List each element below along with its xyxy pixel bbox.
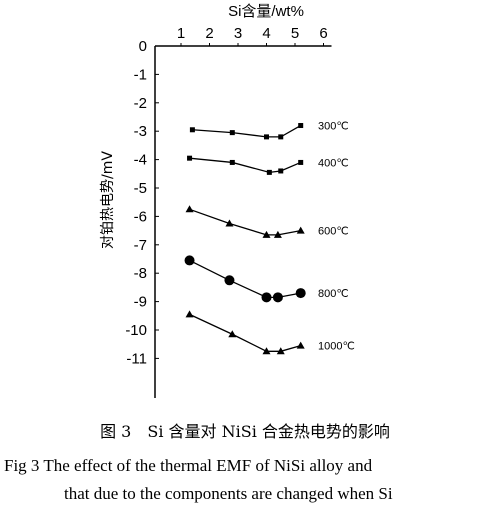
data-point-square (278, 168, 284, 174)
y-tick-labels: 0 -1 -2 -3 -4 -5 -6 -7 -8 -9 -10 -11 (125, 38, 159, 367)
x-tick-label: 4 (262, 25, 270, 42)
data-point-square (187, 155, 193, 161)
data-point-square (278, 134, 284, 140)
x-tick-label: 6 (319, 25, 327, 42)
x-tick-label: 5 (291, 25, 299, 42)
data-point-square (229, 130, 235, 136)
series-4: 800℃ (184, 255, 349, 303)
data-point-triangle (276, 347, 285, 355)
x-tick-label: 1 (177, 25, 185, 42)
y-tick-label: -3 (134, 123, 147, 140)
x-tick-labels: 1 2 3 4 5 6 (177, 25, 328, 46)
data-point-square (229, 159, 235, 165)
data-point-triangle (185, 310, 194, 318)
y-tick-label: -10 (125, 322, 147, 339)
y-tick-label: 0 (139, 38, 147, 55)
series-line (192, 124, 302, 138)
data-point-circle (295, 288, 306, 299)
y-tick-label: -7 (134, 237, 147, 254)
series-label: 800℃ (318, 288, 349, 300)
data-point-circle (261, 292, 272, 303)
series-label: 1000℃ (318, 341, 355, 353)
series-label: 300℃ (318, 121, 349, 133)
data-point-square (266, 169, 272, 175)
y-tick-label: -9 (134, 294, 147, 311)
data-point-triangle (296, 226, 305, 234)
caption-english-line1: Fig 3 The effect of the thermal EMF of N… (4, 456, 373, 475)
data-point-circle (184, 255, 195, 266)
data-point-square (298, 159, 304, 165)
y-axis-label: 对铂热电势/mV (100, 151, 116, 249)
data-point-triangle (262, 230, 271, 238)
series-1: 300℃ (189, 121, 349, 140)
y-tick-label: -5 (134, 180, 147, 197)
series-line (189, 259, 301, 298)
series-layer: 300℃ 400℃ 600℃ 800℃ 1000℃ (184, 121, 355, 355)
caption-english-line2: that due to the components are changed w… (64, 484, 393, 503)
x-tick-label: 2 (205, 25, 213, 42)
data-point-circle (272, 292, 283, 303)
series-3: 600℃ (185, 205, 349, 238)
data-point-triangle (262, 347, 271, 355)
y-tick-label: -4 (134, 152, 147, 169)
series-line (189, 208, 301, 236)
y-tick-label: -8 (134, 265, 147, 282)
series-label: 600℃ (318, 226, 349, 238)
caption-chinese: 图 3 Si 含量对 NiSi 合金热电势的影响 (100, 422, 390, 441)
series-line (189, 157, 301, 174)
emf-chart: Si含量/wt% 1 2 3 4 5 6 0 -1 -2 -3 -4 -5 -6 -7 -8 -9 -10 -1… (100, 3, 355, 398)
series-label: 400℃ (318, 157, 349, 169)
data-point-triangle (185, 205, 194, 213)
series-line (189, 313, 301, 352)
x-axis-label: Si含量/wt% (228, 3, 304, 20)
data-point-circle (224, 275, 235, 286)
data-point-triangle (228, 330, 237, 338)
data-point-triangle (296, 341, 305, 349)
data-point-square (264, 134, 269, 140)
y-tick-label: -1 (134, 66, 147, 83)
data-point-triangle (273, 230, 282, 238)
series-2: 400℃ (187, 155, 349, 175)
y-tick-label: -2 (134, 95, 147, 112)
y-tick-label: -6 (134, 208, 147, 225)
data-point-square (298, 123, 304, 129)
y-tick-label: -11 (126, 350, 147, 367)
x-tick-label: 3 (234, 25, 242, 42)
data-point-square (189, 127, 195, 133)
data-point-triangle (225, 219, 234, 227)
series-5: 1000℃ (185, 310, 355, 355)
